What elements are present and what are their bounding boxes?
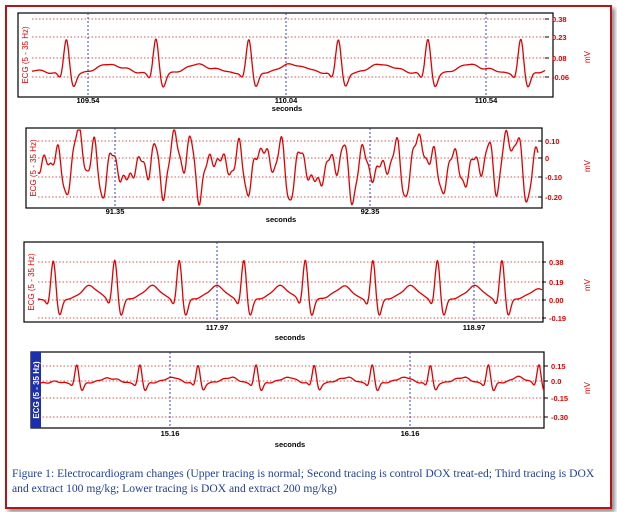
x-tick-label: 117.97 (206, 323, 229, 332)
ecg-panel-4: ECG (5 - 35 Hz) 0.15 0.0 -0.15 -0.30 15.16 16.… (30, 351, 592, 449)
y-tick-label: -0.19 (549, 314, 566, 323)
y-tick-label: -0.06 (552, 73, 569, 82)
x-axis-title: seconds (275, 440, 305, 449)
panel-frame (17, 12, 554, 98)
ecg-trace (37, 129, 539, 206)
panel-frame (25, 127, 543, 209)
x-axis-title: seconds (275, 333, 305, 342)
y-tick-label: 0.10 (545, 137, 560, 146)
ecg-panel-2: ECG (5 - 35 Hz) 0.10 0 -0.10 -0.20 91.35 92.35… (25, 127, 592, 224)
x-tick-label: 110.54 (475, 96, 498, 105)
y-axis-title: mV (583, 50, 592, 63)
y-tick-label: -0.15 (551, 394, 568, 403)
y-tick-label: 0.00 (549, 296, 564, 305)
x-tick-label: 118.97 (463, 323, 486, 332)
x-tick-label: 91.35 (106, 207, 125, 216)
x-axis-title: seconds (266, 215, 296, 224)
ecg-trace (31, 38, 546, 88)
y-tick-label: 0.0 (551, 377, 561, 386)
channel-label: ECG (5 - 35 Hz) (29, 139, 38, 197)
x-tick-label: 15.16 (161, 429, 180, 438)
channel-label: ECG (5 - 35 Hz) (27, 253, 36, 311)
ecg-panel-3: ECG (5 - 35 Hz) 0.38 0.19 0.00 -0.19 117.97 11… (23, 241, 592, 342)
y-tick-label: 0.38 (549, 258, 564, 267)
channel-label-bar (31, 352, 41, 428)
channel-label: ECG (5 - 35 Hz) (21, 26, 30, 84)
x-tick-label: 16.16 (401, 429, 420, 438)
ecg-trace (38, 364, 545, 392)
x-axis-title: seconds (272, 104, 302, 113)
figure-frame (5, 5, 612, 509)
channel-label: ECG (5 - 35 Hz) (32, 361, 41, 419)
y-tick-label: -0.20 (545, 193, 562, 202)
x-tick-label: 109.54 (77, 96, 101, 105)
y-tick-label: 0.38 (552, 15, 567, 24)
x-tick-label: 92.35 (361, 207, 380, 216)
y-tick-label: 0.19 (549, 278, 564, 287)
y-tick-label: -0.10 (545, 173, 562, 182)
ecg-panel-1: ECG (5 - 35 Hz) 0.38 0.23 0.08 -0.06 109.54 11… (17, 12, 592, 113)
y-axis-title: mV (583, 278, 592, 291)
y-tick-label: 0.08 (552, 54, 567, 63)
y-tick-label: 0.15 (551, 362, 566, 371)
y-tick-label: 0.23 (552, 33, 567, 42)
y-tick-label: 0 (545, 154, 549, 163)
ecg-trace (37, 259, 543, 316)
y-tick-label: -0.30 (551, 413, 568, 422)
figure-caption: Figure 1: Electrocardiogram changes (Upp… (12, 467, 595, 495)
x-tick-label: 110.04 (275, 96, 298, 105)
y-axis-title: mV (583, 381, 592, 394)
y-axis-title: mV (583, 159, 592, 172)
